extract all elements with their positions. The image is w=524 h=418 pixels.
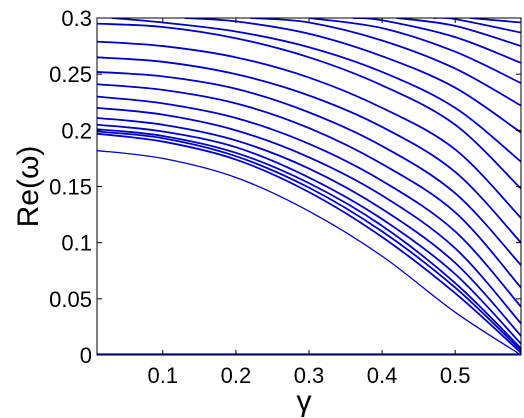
- series-line-21: [469, 18, 521, 24]
- y-axis-ticks: 0 0.05 0.1 0.15 0.2 0.25 0.3: [49, 6, 521, 368]
- series-line-15: [184, 18, 521, 134]
- series-lines: [97, 18, 521, 355]
- series-line-20: [433, 18, 521, 34]
- x-tick-label: 0.3: [294, 363, 325, 388]
- y-tick-label: 0.15: [49, 175, 92, 200]
- series-line-11: [97, 56, 521, 244]
- series-line-4: [97, 128, 521, 349]
- plot-frame: [96, 17, 522, 356]
- y-axis-label: Re(ω): [12, 146, 45, 228]
- series-line-2: [97, 132, 521, 354]
- series-line-17: [308, 18, 521, 84]
- series-line-1: [97, 149, 521, 355]
- series-line-7: [97, 106, 521, 325]
- x-axis-label: γ: [297, 385, 312, 418]
- series-line-9: [97, 83, 521, 289]
- series-line-5: [97, 123, 521, 345]
- series-line-12: [97, 40, 521, 219]
- x-tick-label: 0.1: [147, 363, 178, 388]
- x-axis-ticks: 0.1 0.2 0.3 0.4 0.5: [147, 18, 471, 388]
- x-tick-label: 0.4: [367, 363, 398, 388]
- series-line-3: [97, 130, 521, 352]
- y-tick-label: 0.1: [61, 231, 92, 256]
- series-line-19: [396, 18, 521, 47]
- series-line-8: [97, 95, 521, 308]
- series-line-18: [352, 18, 521, 64]
- y-tick-label: 0.05: [49, 287, 92, 312]
- series-line-10: [97, 71, 521, 266]
- y-tick-label: 0.3: [61, 6, 92, 31]
- series-line-6: [97, 117, 521, 337]
- series-line-14: [111, 18, 521, 163]
- y-tick-label: 0: [80, 343, 92, 368]
- series-line-16: [250, 18, 521, 107]
- x-tick-label: 0.2: [221, 363, 252, 388]
- y-tick-label: 0.25: [49, 62, 92, 87]
- y-tick-label: 0.2: [61, 118, 92, 143]
- x-tick-label: 0.5: [440, 363, 471, 388]
- series-line-13: [97, 22, 521, 190]
